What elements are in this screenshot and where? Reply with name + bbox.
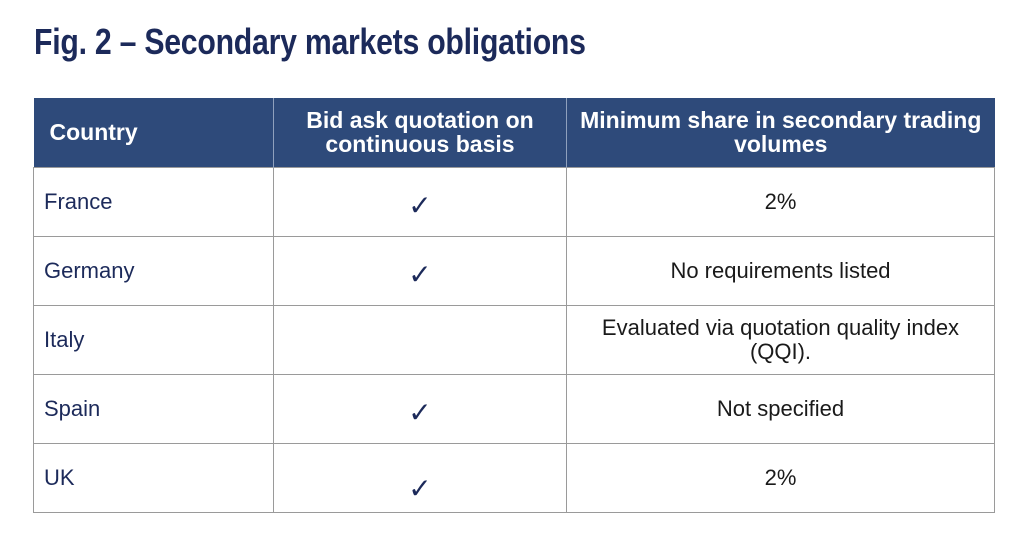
- checkmark-icon: ✓: [408, 188, 432, 222]
- bid-ask-cell: ✓: [273, 373, 567, 444]
- column-header-bid-ask: Bid ask quotation on continuous basis: [273, 98, 567, 167]
- bid-ask-cell: ✓: [273, 442, 567, 513]
- minimum-share-cell: Not specified: [566, 373, 995, 444]
- minimum-share-cell: 2%: [566, 442, 995, 513]
- checkmark-icon: ✓: [408, 257, 432, 291]
- obligations-table: Country Bid ask quotation on continuous …: [33, 98, 995, 513]
- page-title: Fig. 2 – Secondary markets obligations: [34, 21, 586, 62]
- table-row: Italy Evaluated via quotation quality in…: [33, 304, 995, 375]
- table-row: Spain ✓ Not specified: [33, 373, 995, 444]
- header-row: Country Bid ask quotation on continuous …: [33, 98, 995, 167]
- table-row: UK ✓ 2%: [33, 442, 995, 513]
- bid-ask-cell: ✓: [273, 235, 567, 306]
- country-cell: Italy: [33, 304, 274, 375]
- checkmark-icon: ✓: [408, 471, 432, 505]
- country-cell: France: [33, 166, 274, 237]
- table-body: France ✓ 2% Germany ✓ No requirements li…: [33, 166, 995, 513]
- minimum-share-cell: Evaluated via quotation quality index (Q…: [566, 304, 995, 375]
- country-cell: Spain: [33, 373, 274, 444]
- table-header: Country Bid ask quotation on continuous …: [33, 98, 995, 167]
- bid-ask-cell: ✓: [273, 166, 567, 237]
- checkmark-icon: ✓: [408, 395, 432, 429]
- country-cell: Germany: [33, 235, 274, 306]
- column-header-minimum-share: Minimum share in secondary trading volum…: [566, 98, 995, 167]
- minimum-share-cell: 2%: [566, 166, 995, 237]
- column-header-country: Country: [33, 98, 274, 167]
- table-row: France ✓ 2%: [33, 166, 995, 237]
- country-cell: UK: [33, 442, 274, 513]
- table-row: Germany ✓ No requirements listed: [33, 235, 995, 306]
- minimum-share-cell: No requirements listed: [566, 235, 995, 306]
- bid-ask-cell: [273, 304, 567, 375]
